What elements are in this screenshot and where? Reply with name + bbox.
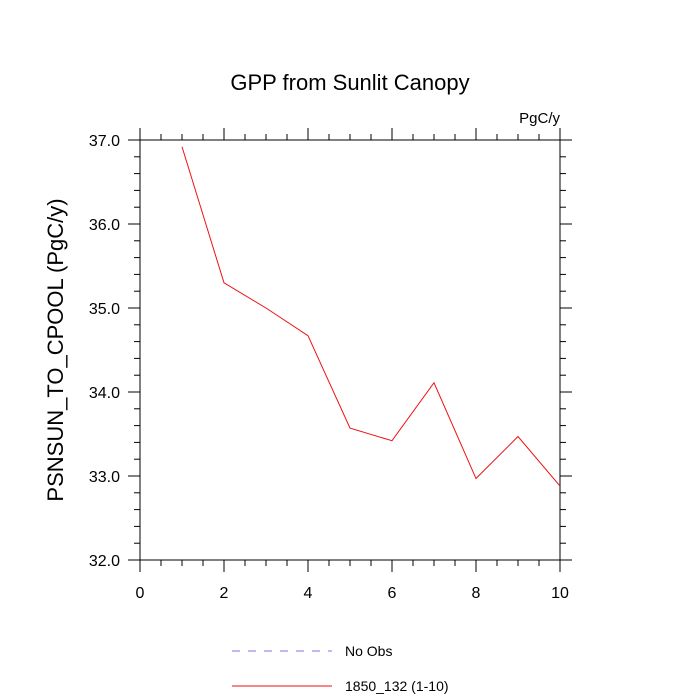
y-axis-label: PSNSUN_TO_CPOOL (PgC/y) [43,198,68,501]
series-line [181,146,561,487]
x-tick-label: 8 [472,585,481,602]
x-tick-label: 0 [136,585,145,602]
y-tick-label: 34.0 [89,385,120,402]
y-tick-label: 32.0 [89,553,120,570]
x-tick-label: 6 [388,585,397,602]
axis-ticks [128,128,572,572]
axis-tick-labels: 0 2 4 6 8 10 32.0 33.0 34.0 35.0 36.0 37.0 [89,133,569,602]
x-tick-label: 10 [551,585,569,602]
x-tick-label: 4 [304,585,313,602]
y-tick-label: 36.0 [89,217,120,234]
y-tick-label: 33.0 [89,469,120,486]
x-tick-label: 2 [220,585,229,602]
units-label: PgC/y [519,110,560,127]
y-tick-label: 37.0 [89,133,120,150]
legend-label: No Obs [345,643,392,659]
y-tick-label: 35.0 [89,301,120,318]
legend-label: 1850_132 (1-10) [345,678,449,694]
legend: No Obs 1850_132 (1-10) [232,643,449,694]
plot-frame [139,139,561,561]
series-lines [181,146,561,487]
chart-title: GPP from Sunlit Canopy [230,70,469,95]
